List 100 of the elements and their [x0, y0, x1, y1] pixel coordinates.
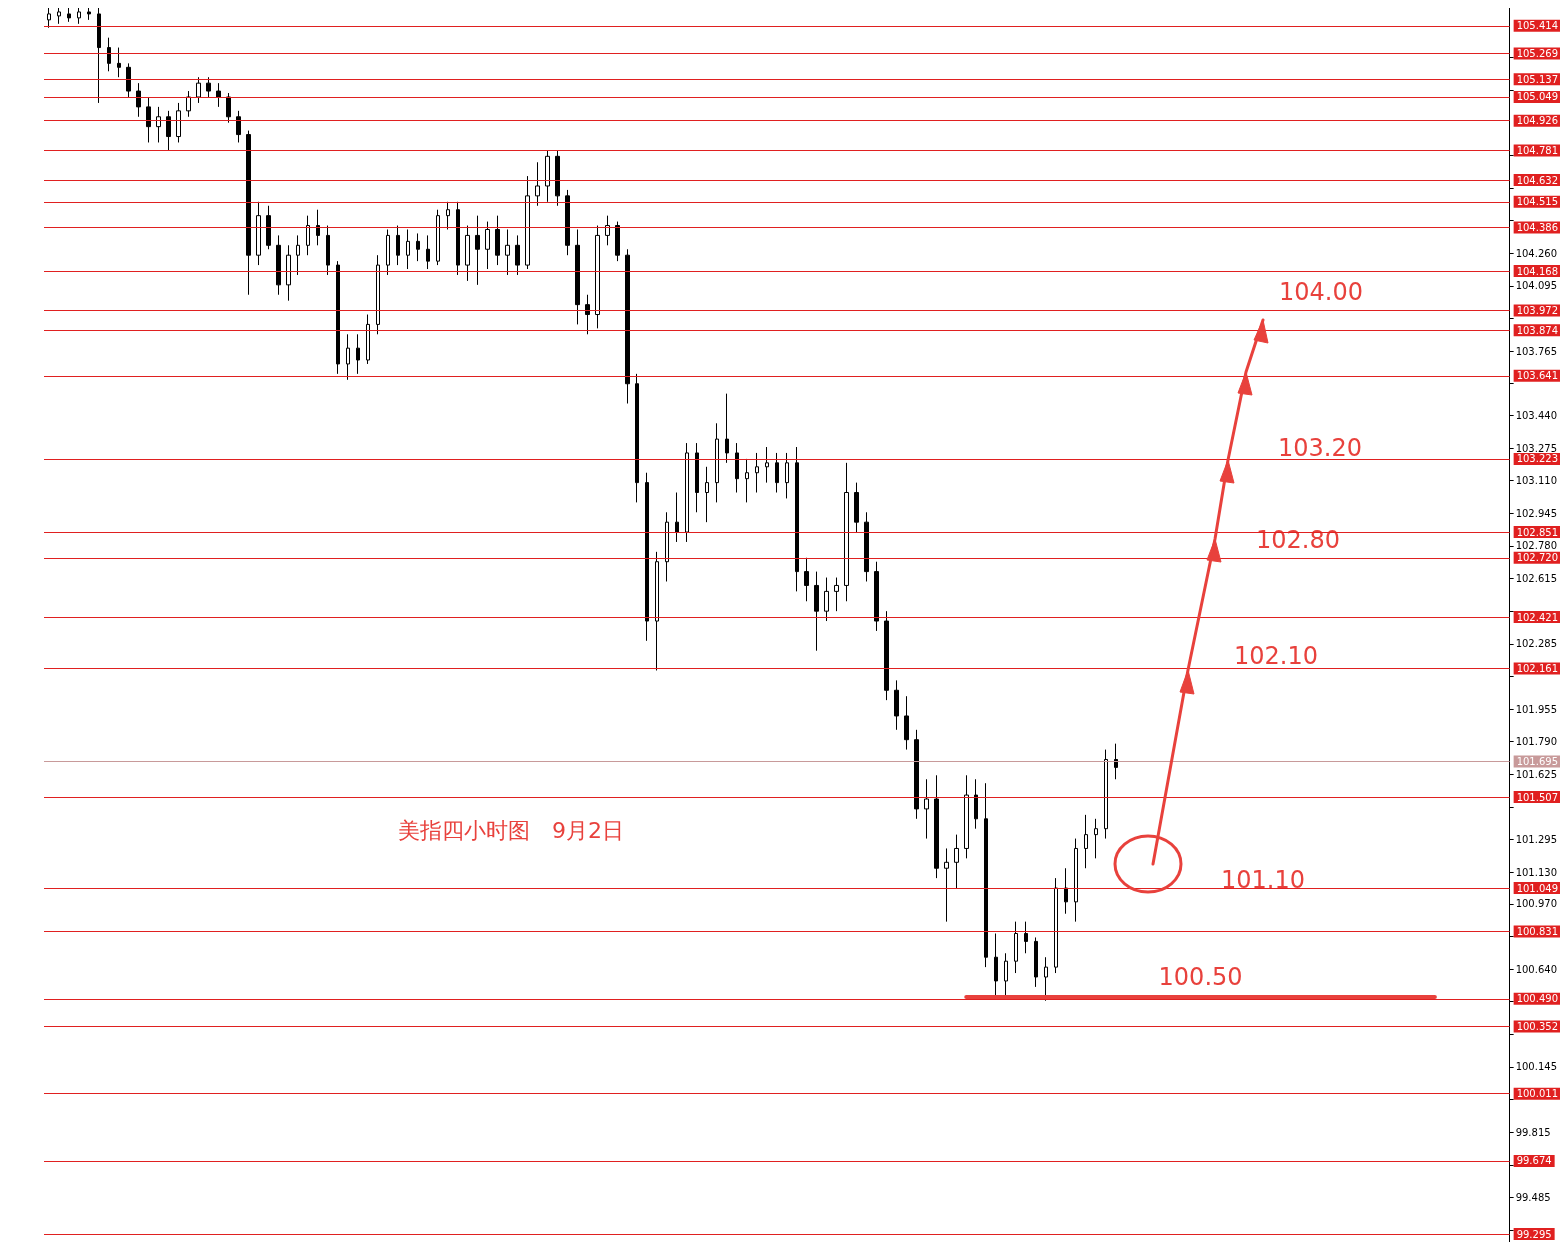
y-tick-label: 101.955 [1515, 703, 1558, 715]
y-tick-label: 104.260 [1515, 247, 1558, 259]
candlestick [675, 492, 679, 543]
ref-line-label: 100.352 [1516, 1020, 1559, 1032]
y-tick-label: 100.640 [1515, 963, 1558, 975]
candlestick [804, 557, 809, 602]
candlestick [485, 221, 490, 270]
y-tick-label: 100.970 [1515, 898, 1558, 910]
candlestick [535, 161, 540, 207]
candlestick [864, 511, 869, 582]
candlestick [635, 373, 639, 503]
y-tick-label: 104.095 [1515, 280, 1558, 292]
ref-line-label: 100.490 [1516, 993, 1559, 1005]
candlestick [745, 458, 749, 503]
candlestick [715, 422, 719, 503]
candlestick [625, 248, 630, 405]
y-tick-label: 103.765 [1515, 345, 1558, 357]
annotation: 102.10 [1234, 642, 1318, 670]
candlestick [1104, 749, 1108, 840]
candlestick [436, 209, 440, 266]
y-tick-label: 101.295 [1515, 834, 1558, 846]
y-tick-label: 101.625 [1515, 768, 1558, 780]
y-tick-label: 102.945 [1515, 507, 1558, 519]
candlestick [416, 232, 420, 262]
ref-line-label: 104.632 [1516, 174, 1559, 186]
candlestick [336, 260, 340, 375]
candlestick [216, 82, 221, 108]
candlestick [146, 96, 151, 143]
candlestick [326, 225, 330, 276]
candlestick [186, 90, 191, 118]
y-tick-label: 103.275 [1515, 442, 1558, 454]
candlestick [1044, 956, 1048, 1002]
candlestick [655, 551, 659, 671]
candlestick [306, 215, 310, 256]
ref-line-label: 100.50 [1158, 962, 1243, 991]
candlestick [874, 561, 879, 632]
annotation: 104.00 [1279, 278, 1363, 306]
candlestick [515, 234, 520, 276]
candlestick [1074, 838, 1078, 923]
y-tick-label: 103.110 [1515, 475, 1558, 487]
candlestick [944, 847, 949, 923]
text: 美指四小时图 9月2日 [398, 817, 624, 843]
ref-line-label: 104.926 [1516, 115, 1559, 127]
candlestick [426, 234, 430, 270]
candlestick [196, 76, 201, 104]
ref-line-label: 104.168 [1516, 265, 1559, 277]
candlestick [126, 62, 131, 98]
candlestick [386, 228, 390, 276]
candlestick [475, 215, 480, 286]
candlestick [1084, 814, 1088, 869]
candlestick [585, 294, 590, 335]
y-tick-label: 103.440 [1515, 409, 1558, 421]
candlestick [984, 782, 988, 968]
candlestick [176, 102, 181, 143]
candlestick [785, 452, 789, 499]
y-tick-label: 102.780 [1515, 540, 1558, 552]
candlestick [595, 225, 600, 329]
candlestick [555, 149, 560, 207]
ref-line-label: 102.720 [1516, 552, 1559, 564]
ref-line-label: 99.295 [1516, 1228, 1552, 1240]
candlestick [266, 205, 271, 250]
ref-line-label: 104.386 [1516, 222, 1559, 234]
ref-line-label: 102.161 [1516, 663, 1559, 675]
candlestick [107, 37, 111, 72]
candlestick [256, 201, 261, 266]
candlestick [924, 778, 929, 840]
candlestick [814, 571, 819, 652]
candlestick [685, 442, 689, 543]
ref-line-label: 105.137 [1516, 73, 1559, 85]
candlestick [226, 92, 231, 124]
ref-line-label: 104.781 [1516, 144, 1559, 156]
candlestick [1034, 936, 1038, 988]
y-tick-label: 101.790 [1515, 736, 1558, 748]
candlestick [296, 234, 300, 276]
ref-line-label: 102.421 [1516, 611, 1559, 623]
ref-line-label: 104.515 [1516, 196, 1559, 208]
candlestick [166, 110, 171, 151]
candlestick [755, 452, 759, 493]
candlestick [406, 228, 410, 270]
ref-line-label: 100.011 [1516, 1088, 1559, 1100]
candlestick [525, 175, 530, 270]
candlestick [456, 201, 460, 276]
candlestick [954, 834, 959, 889]
candlestick [505, 228, 510, 276]
candlestick [964, 774, 969, 859]
candlestick [565, 189, 570, 256]
candlestick [775, 452, 779, 493]
candlestick [1014, 921, 1018, 974]
candlestick [705, 466, 709, 523]
candlestick [884, 610, 889, 701]
candlestick [894, 679, 899, 731]
candlestick [904, 695, 909, 751]
candlestick [765, 446, 769, 484]
candlestick [1064, 867, 1068, 915]
candlestick [725, 393, 729, 464]
candlestick [316, 209, 320, 246]
y-tick-label: 101.130 [1515, 866, 1558, 878]
candlestick [465, 225, 470, 282]
candlestick [615, 221, 620, 262]
candlestick [206, 76, 211, 98]
